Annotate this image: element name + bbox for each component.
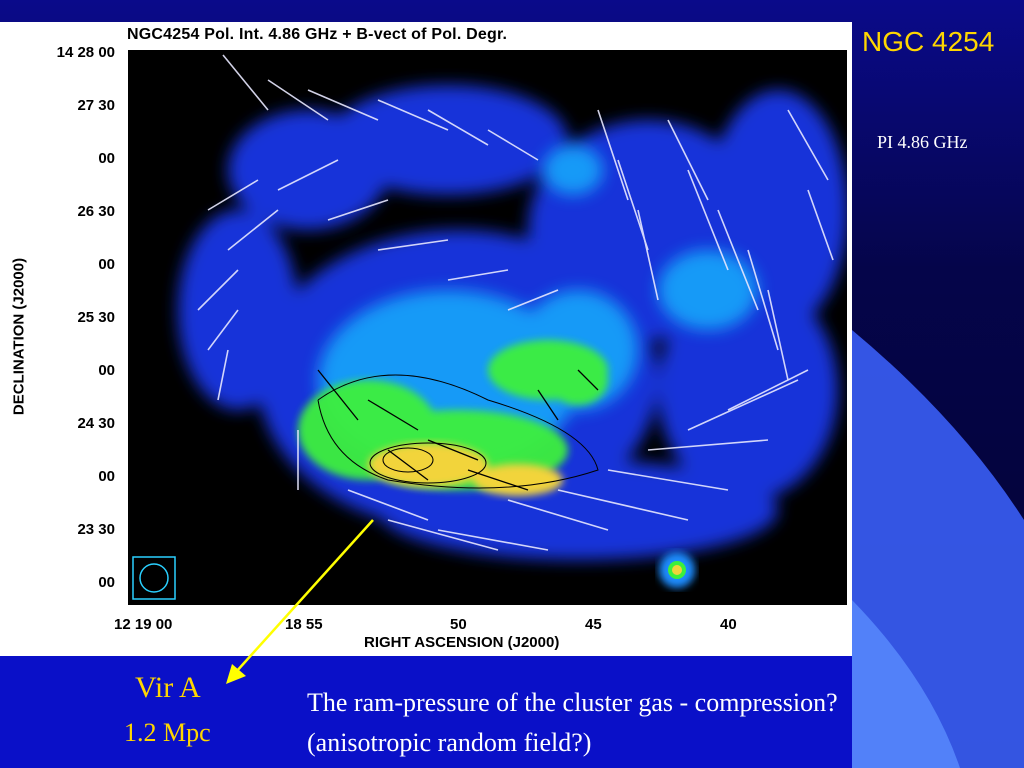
x-tick: 45 xyxy=(585,616,602,633)
y-tick: 00 xyxy=(98,362,115,379)
y-tick: 27 30 xyxy=(77,97,115,114)
x-tick: 50 xyxy=(450,616,467,633)
slide-title: NGC 4254 xyxy=(862,26,995,57)
y-tick: 24 30 xyxy=(77,415,115,432)
y-tick: 14 28 00 xyxy=(56,44,115,61)
y-tick: 00 xyxy=(98,150,115,167)
y-tick: 26 30 xyxy=(77,203,115,220)
slide-subtitle: PI 4.86 GHz xyxy=(877,132,968,152)
y-tick: 00 xyxy=(98,574,115,591)
caption-line-2: (anisotropic random field?) xyxy=(307,728,592,757)
vir-a-distance: 1.2 Mpc xyxy=(124,718,211,747)
x-axis-label: RIGHT ASCENSION (J2000) xyxy=(364,634,560,651)
figure-panel: NGC4254 Pol. Int. 4.86 GHz + B-vect of P… xyxy=(0,22,852,656)
y-tick: 23 30 xyxy=(77,521,115,538)
x-tick: 40 xyxy=(720,616,737,633)
figure-title: NGC4254 Pol. Int. 4.86 GHz + B-vect of P… xyxy=(127,26,508,43)
vir-a-label: Vir A xyxy=(135,671,201,704)
x-tick: 12 19 00 xyxy=(114,616,173,633)
x-tick: 18 55 xyxy=(285,616,323,633)
y-tick: 00 xyxy=(98,256,115,273)
map-image xyxy=(128,50,847,605)
polarization-map xyxy=(128,50,847,605)
y-tick: 00 xyxy=(98,468,115,485)
y-tick: 25 30 xyxy=(77,309,115,326)
slide-caption: The ram-pressure of the cluster gas - co… xyxy=(307,683,838,763)
caption-line-1: The ram-pressure of the cluster gas - co… xyxy=(307,688,838,717)
